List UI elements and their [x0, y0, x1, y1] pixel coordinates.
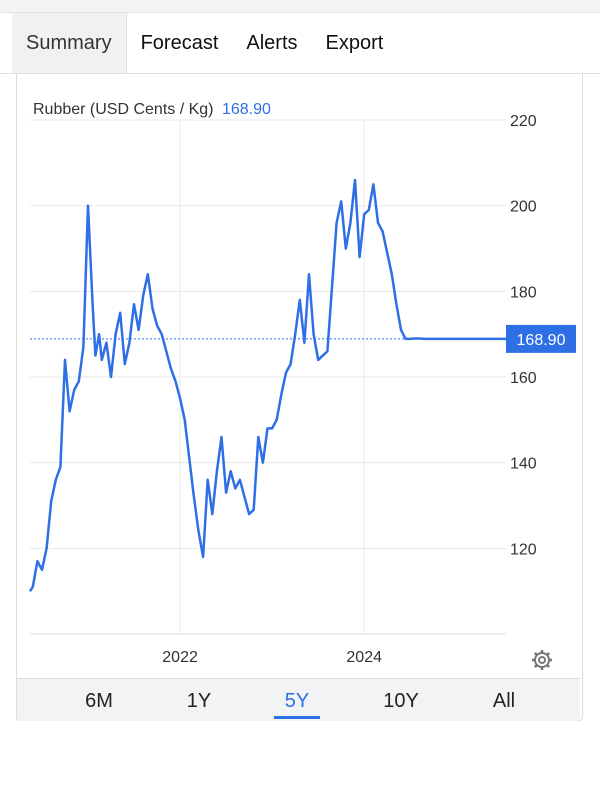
- range-6m-button[interactable]: 6M: [85, 690, 113, 712]
- y-tick-label: 180: [510, 284, 537, 301]
- top-strip: [0, 0, 600, 13]
- range-1y-button[interactable]: 1Y: [186, 690, 212, 712]
- y-tick-label: 200: [510, 199, 537, 216]
- y-tick-label: 140: [510, 456, 537, 473]
- chart-legend: Rubber (USD Cents / Kg) 168.90: [33, 101, 271, 119]
- range-5y-button[interactable]: 5Y: [267, 679, 327, 721]
- range-10y-button[interactable]: 10Y: [383, 690, 419, 712]
- tab-summary[interactable]: Summary: [12, 13, 127, 73]
- legend-value: 168.90: [221, 101, 271, 118]
- tab-export[interactable]: Export: [325, 32, 384, 54]
- tab-bar: Summary Forecast Alerts Export: [0, 13, 600, 74]
- legend-name: Rubber (USD Cents / Kg): [33, 101, 214, 118]
- tab-forecast[interactable]: Forecast: [140, 32, 219, 54]
- current-value-label: 168.90: [517, 332, 566, 349]
- chart-card: [16, 74, 583, 721]
- gear-icon[interactable]: [530, 648, 554, 672]
- range-selector: 6M 1Y 5Y 10Y All: [17, 678, 580, 721]
- y-tick-label: 120: [510, 541, 537, 558]
- tab-alerts[interactable]: Alerts: [246, 32, 298, 54]
- x-tick-label: 2022: [162, 649, 198, 666]
- range-all-button[interactable]: All: [492, 690, 516, 712]
- y-tick-label: 160: [510, 370, 537, 387]
- x-tick-label: 2024: [346, 649, 382, 666]
- series-line: [28, 178, 506, 592]
- current-value-badge: [506, 324, 576, 353]
- y-tick-label: 220: [510, 113, 537, 130]
